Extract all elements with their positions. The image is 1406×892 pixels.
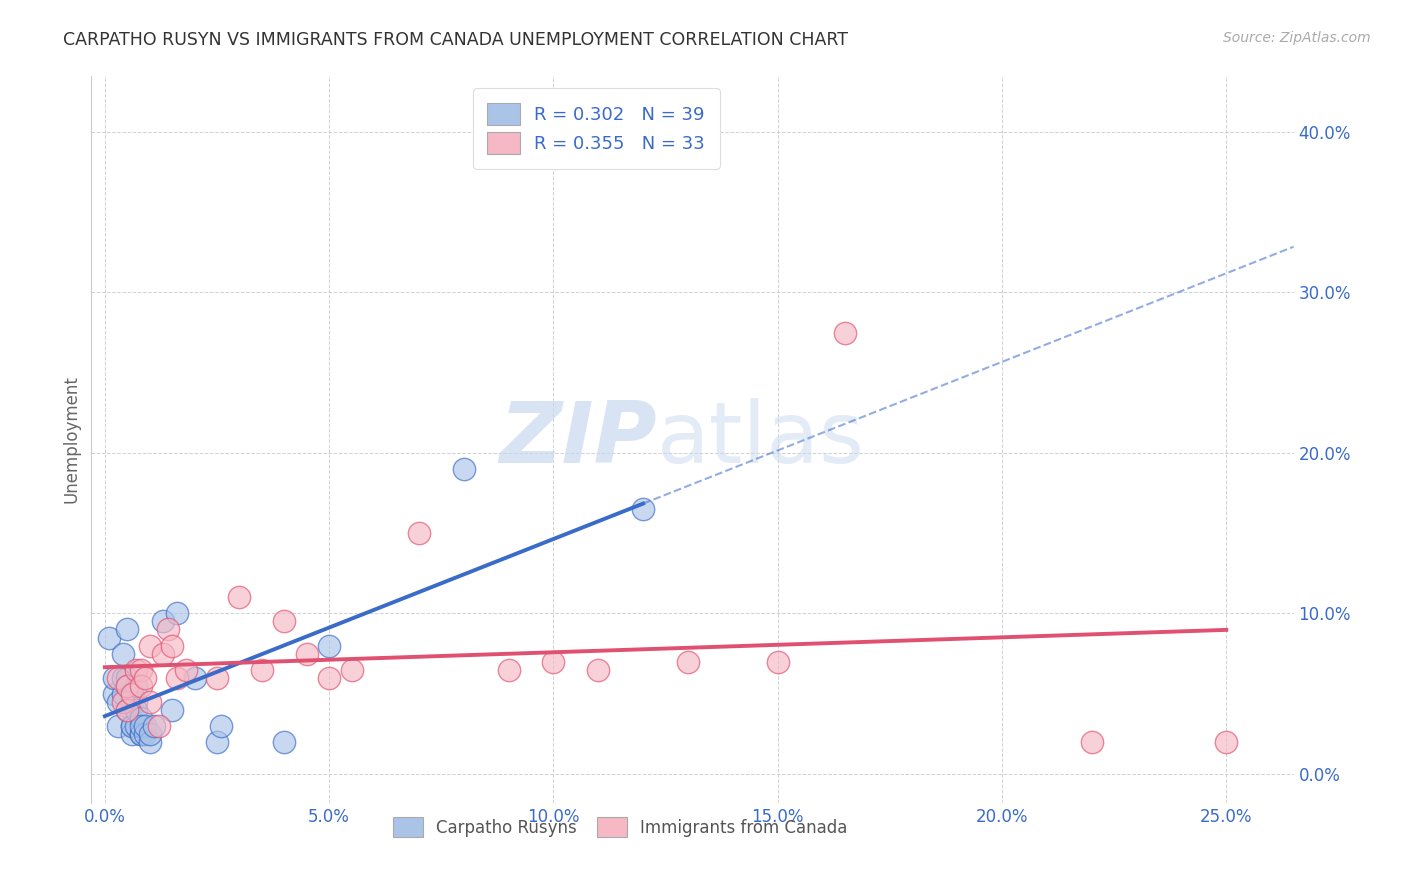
Point xyxy=(138,727,160,741)
Point xyxy=(1080,735,1102,749)
Point xyxy=(125,695,148,709)
Point xyxy=(111,647,134,661)
Point xyxy=(543,655,565,669)
Point xyxy=(156,623,179,637)
Point xyxy=(174,663,197,677)
Point xyxy=(183,671,205,685)
Text: CARPATHO RUSYN VS IMMIGRANTS FROM CANADA UNEMPLOYMENT CORRELATION CHART: CARPATHO RUSYN VS IMMIGRANTS FROM CANADA… xyxy=(63,31,848,49)
Point xyxy=(138,639,160,653)
Point xyxy=(1215,735,1237,749)
Point xyxy=(125,719,148,733)
Point xyxy=(117,623,139,637)
Point xyxy=(273,735,295,749)
Point xyxy=(129,727,152,741)
Point xyxy=(138,735,160,749)
Point xyxy=(143,719,166,733)
Text: atlas: atlas xyxy=(657,398,865,481)
Text: ZIP: ZIP xyxy=(499,398,657,481)
Point xyxy=(498,663,520,677)
Point xyxy=(134,727,156,741)
Point xyxy=(166,607,188,621)
Point xyxy=(111,671,134,685)
Point xyxy=(152,647,174,661)
Point xyxy=(295,647,318,661)
Point xyxy=(129,711,152,725)
Point xyxy=(588,663,610,677)
Y-axis label: Unemployment: Unemployment xyxy=(62,376,80,503)
Point xyxy=(676,655,699,669)
Point xyxy=(129,719,152,733)
Point xyxy=(121,727,143,741)
Point xyxy=(125,703,148,717)
Point xyxy=(250,663,273,677)
Point xyxy=(117,671,139,685)
Point xyxy=(117,679,139,693)
Point xyxy=(138,695,160,709)
Point xyxy=(129,727,152,741)
Point xyxy=(103,671,125,685)
Point xyxy=(340,663,363,677)
Point xyxy=(129,679,152,693)
Point xyxy=(107,671,129,685)
Point xyxy=(121,695,143,709)
Point xyxy=(107,719,129,733)
Point xyxy=(148,719,170,733)
Point xyxy=(318,639,340,653)
Point xyxy=(98,631,121,645)
Point xyxy=(125,663,148,677)
Point xyxy=(111,695,134,709)
Point xyxy=(211,719,233,733)
Point xyxy=(117,679,139,693)
Point xyxy=(117,703,139,717)
Point xyxy=(166,671,188,685)
Point xyxy=(129,663,152,677)
Point xyxy=(205,671,228,685)
Point xyxy=(160,639,183,653)
Point xyxy=(134,671,156,685)
Text: Source: ZipAtlas.com: Source: ZipAtlas.com xyxy=(1223,31,1371,45)
Point xyxy=(107,695,129,709)
Point xyxy=(121,719,143,733)
Point xyxy=(273,615,295,629)
Point xyxy=(121,719,143,733)
Point xyxy=(103,687,125,701)
Point xyxy=(134,719,156,733)
Point xyxy=(318,671,340,685)
Point xyxy=(205,735,228,749)
Point xyxy=(453,462,475,476)
Point xyxy=(766,655,789,669)
Point xyxy=(228,591,250,605)
Point xyxy=(121,687,143,701)
Point xyxy=(152,615,174,629)
Point xyxy=(408,526,430,541)
Point xyxy=(117,703,139,717)
Point xyxy=(834,326,856,340)
Point xyxy=(160,703,183,717)
Point xyxy=(125,679,148,693)
Legend: Carpatho Rusyns, Immigrants from Canada: Carpatho Rusyns, Immigrants from Canada xyxy=(381,805,859,849)
Point xyxy=(631,502,654,516)
Point xyxy=(111,687,134,701)
